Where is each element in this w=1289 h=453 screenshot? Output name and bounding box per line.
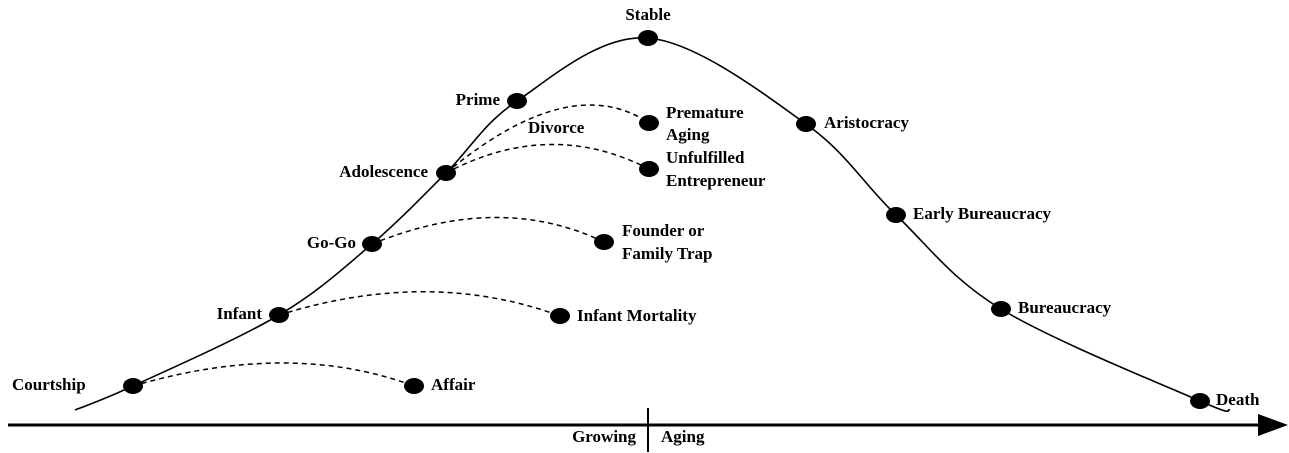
divorce-annotation: Divorce — [528, 118, 585, 137]
stage-label: Adolescence — [339, 162, 428, 181]
failure-branch — [445, 143, 650, 174]
stage-label: Courtship — [12, 375, 86, 394]
axis-right-label: Aging — [661, 427, 705, 446]
axis-arrow — [1258, 414, 1288, 436]
failure-label: Founder or — [622, 221, 705, 240]
failure-dot — [639, 161, 659, 177]
stage-dot — [123, 378, 143, 394]
stage-label: Prime — [456, 90, 501, 109]
failure-dot — [594, 234, 614, 250]
stage-label: Infant — [217, 304, 263, 323]
failure-dot — [639, 115, 659, 131]
stage-dot — [269, 307, 289, 323]
failure-label: Infant Mortality — [577, 306, 697, 325]
failure-branch — [371, 216, 605, 245]
stage-dot — [886, 207, 906, 223]
stage-dot — [362, 236, 382, 252]
failure-label: Aging — [666, 125, 710, 144]
axis-left-label: Growing — [572, 427, 636, 446]
failure-label: Premature — [666, 103, 744, 122]
stage-dot — [507, 93, 527, 109]
stage-label: Early Bureaucracy — [913, 204, 1052, 223]
stage-dot — [638, 30, 658, 46]
failure-label: Family Trap — [622, 244, 713, 263]
stage-label: Bureaucracy — [1018, 298, 1112, 317]
failure-label: Entrepreneur — [666, 171, 766, 190]
stage-dot — [796, 116, 816, 132]
failure-dot — [404, 378, 424, 394]
failure-label: Affair — [431, 375, 476, 394]
failure-dot — [550, 308, 570, 324]
stage-dot — [1190, 393, 1210, 409]
stage-label: Go-Go — [307, 233, 356, 252]
stage-label: Death — [1216, 390, 1260, 409]
stage-dot — [436, 165, 456, 181]
failure-branch — [445, 104, 650, 174]
failure-branch — [278, 291, 561, 317]
stage-dot — [991, 301, 1011, 317]
failure-label: Unfulfilled — [666, 148, 745, 167]
stage-label: Aristocracy — [824, 113, 909, 132]
stage-label: Stable — [625, 5, 671, 24]
